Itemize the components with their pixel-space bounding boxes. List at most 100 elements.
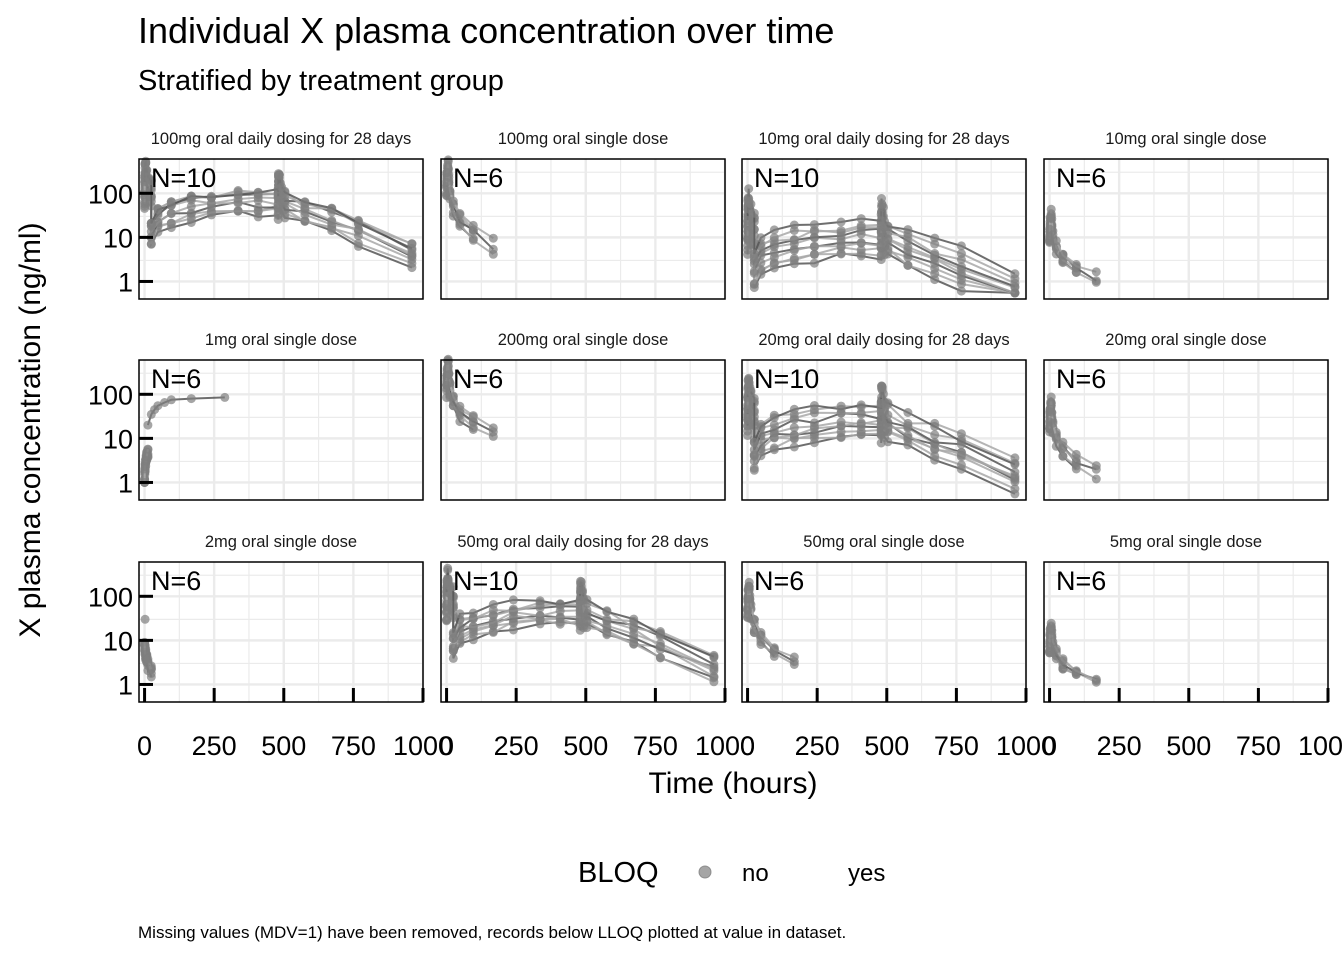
data-point bbox=[1010, 269, 1020, 279]
panel-n-label: N=10 bbox=[754, 163, 819, 193]
data-point bbox=[744, 577, 754, 587]
data-point bbox=[253, 188, 263, 198]
data-point bbox=[186, 191, 196, 201]
data-point bbox=[769, 443, 779, 453]
legend: BLOQ no yes bbox=[0, 854, 1344, 894]
panel-frame bbox=[1043, 359, 1329, 501]
data-point bbox=[789, 652, 799, 662]
x-tick-label: 0 bbox=[137, 731, 152, 761]
data-point bbox=[956, 262, 966, 272]
data-point bbox=[903, 408, 913, 417]
panel-strip-label: 200mg oral single dose bbox=[498, 331, 669, 349]
panel-frame bbox=[440, 158, 726, 300]
y-tick-label: 100 bbox=[88, 380, 133, 410]
x-tick-label: 500 bbox=[1166, 731, 1211, 761]
data-point bbox=[956, 286, 966, 296]
data-point bbox=[756, 422, 766, 432]
data-point bbox=[709, 666, 719, 676]
panel-n-label: N=6 bbox=[1056, 566, 1106, 596]
data-point bbox=[300, 197, 310, 207]
panel-n-label: N=10 bbox=[453, 566, 518, 596]
panel-strip-label: 50mg oral single dose bbox=[803, 533, 964, 551]
panel-strip-label: 10mg oral daily dosing for 28 days bbox=[758, 130, 1009, 148]
data-point bbox=[883, 417, 893, 427]
data-point bbox=[789, 235, 799, 244]
panel-background bbox=[139, 562, 423, 702]
data-point bbox=[576, 577, 586, 587]
panel-n-label: N=6 bbox=[754, 566, 804, 596]
data-point bbox=[930, 451, 940, 461]
panel-strip-label: 5mg oral single dose bbox=[1110, 533, 1262, 551]
data-point bbox=[1046, 618, 1056, 628]
data-point bbox=[166, 208, 176, 218]
data-point bbox=[488, 618, 498, 628]
data-point bbox=[836, 404, 846, 414]
data-point bbox=[1051, 236, 1061, 246]
x-tick-label: 0 bbox=[1042, 731, 1057, 761]
data-point bbox=[809, 249, 819, 259]
panel-strip-label: 20mg oral single dose bbox=[1105, 331, 1266, 349]
x-tick-label: 250 bbox=[494, 731, 539, 761]
data-point bbox=[442, 608, 452, 618]
data-point bbox=[956, 241, 966, 251]
data-point bbox=[956, 450, 966, 460]
y-tick-label: 1 bbox=[118, 267, 133, 297]
data-point bbox=[1010, 484, 1020, 494]
data-point bbox=[743, 400, 753, 410]
data-point bbox=[756, 233, 766, 243]
panel-n-label: N=6 bbox=[1056, 163, 1106, 193]
panel-background bbox=[1044, 159, 1328, 299]
data-point bbox=[769, 233, 779, 243]
data-point bbox=[956, 249, 966, 259]
x-axis-title: Time (hours) bbox=[649, 767, 818, 800]
panel-background bbox=[441, 159, 725, 299]
data-point bbox=[856, 245, 866, 255]
data-point bbox=[233, 190, 243, 200]
x-tick-label: 500 bbox=[261, 731, 306, 761]
data-point bbox=[709, 659, 719, 669]
panel-strip-label: 1mg oral single dose bbox=[205, 331, 357, 349]
data-point bbox=[836, 417, 846, 427]
data-point bbox=[746, 600, 756, 610]
y-tick-label: 100 bbox=[88, 582, 133, 612]
data-point bbox=[1047, 214, 1057, 224]
panel-strip-label: 50mg oral daily dosing for 28 days bbox=[457, 533, 708, 551]
data-point bbox=[555, 619, 565, 629]
data-point bbox=[353, 226, 363, 236]
data-point bbox=[142, 165, 152, 175]
data-point bbox=[809, 227, 819, 236]
data-point bbox=[455, 209, 465, 218]
data-point bbox=[353, 218, 363, 228]
data-point bbox=[789, 430, 799, 440]
panel-frame bbox=[440, 359, 726, 501]
data-point bbox=[789, 404, 799, 414]
data-point bbox=[743, 231, 753, 241]
data-point bbox=[407, 243, 417, 253]
panel-n-label: N=6 bbox=[151, 566, 201, 596]
data-point bbox=[789, 423, 799, 433]
data-point bbox=[749, 268, 759, 278]
data-point bbox=[1047, 626, 1057, 635]
data-point bbox=[535, 611, 545, 621]
data-point bbox=[1091, 676, 1101, 685]
data-point bbox=[142, 451, 152, 461]
data-point bbox=[856, 400, 866, 410]
data-point bbox=[468, 235, 478, 245]
data-point bbox=[930, 421, 940, 431]
data-point bbox=[749, 615, 759, 624]
data-point bbox=[856, 238, 866, 248]
data-point bbox=[769, 225, 779, 235]
data-point bbox=[1058, 656, 1068, 666]
data-point bbox=[220, 392, 230, 402]
data-point bbox=[442, 599, 452, 609]
data-point bbox=[1051, 644, 1061, 654]
x-tick-label: 1000 bbox=[996, 731, 1056, 761]
data-point bbox=[629, 639, 639, 649]
data-point bbox=[1048, 418, 1058, 428]
panel-frame bbox=[138, 359, 424, 501]
data-point bbox=[602, 607, 612, 617]
panel-n-label: N=10 bbox=[151, 163, 216, 193]
x-tick-label: 1000 bbox=[695, 731, 755, 761]
data-point bbox=[883, 398, 893, 408]
data-point bbox=[1047, 407, 1057, 417]
